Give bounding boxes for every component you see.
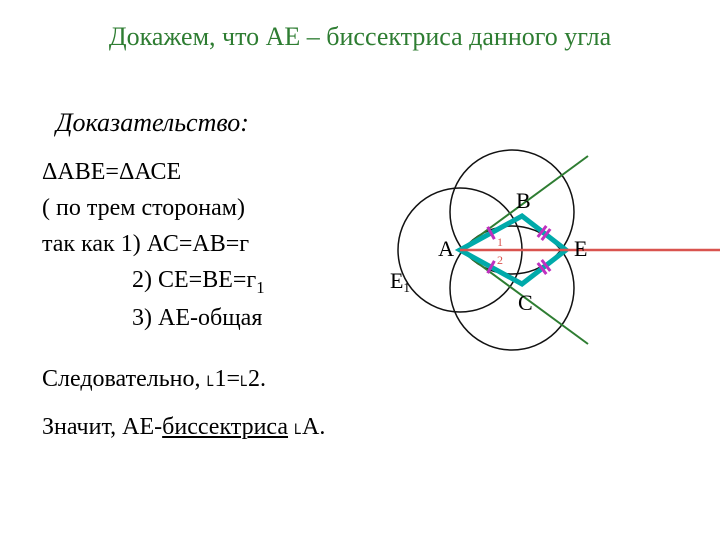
consequently: Следовательно, ˪1=˪2. bbox=[42, 366, 266, 393]
svg-text:С: С bbox=[518, 290, 533, 315]
meaning: Значит, АЕ-биссектриса ˪А. bbox=[42, 414, 325, 441]
svg-text:Е1: Е1 bbox=[390, 268, 410, 295]
line-5: 3) АЕ-общая bbox=[42, 300, 265, 336]
line-2: ( по трем сторонам) bbox=[42, 190, 265, 226]
proof-label: Доказательство: bbox=[56, 108, 249, 138]
page-title: Докажем, что АЕ – биссектриса данного уг… bbox=[0, 22, 720, 52]
svg-text:Е: Е bbox=[574, 236, 587, 261]
geometry-figure: А В С Е Е1 1 2 bbox=[350, 120, 720, 380]
line-4: 2) СЕ=ВЕ=г1 bbox=[42, 262, 265, 300]
svg-text:1: 1 bbox=[497, 235, 503, 249]
line-3: так как 1) АС=АВ=г bbox=[42, 226, 265, 262]
line-1: ΔАВЕ=ΔАСЕ bbox=[42, 154, 265, 190]
svg-text:А: А bbox=[438, 236, 454, 261]
svg-text:В: В bbox=[516, 188, 531, 213]
svg-text:2: 2 bbox=[497, 253, 503, 267]
proof-body: ΔАВЕ=ΔАСЕ ( по трем сторонам) так как 1)… bbox=[42, 154, 265, 336]
